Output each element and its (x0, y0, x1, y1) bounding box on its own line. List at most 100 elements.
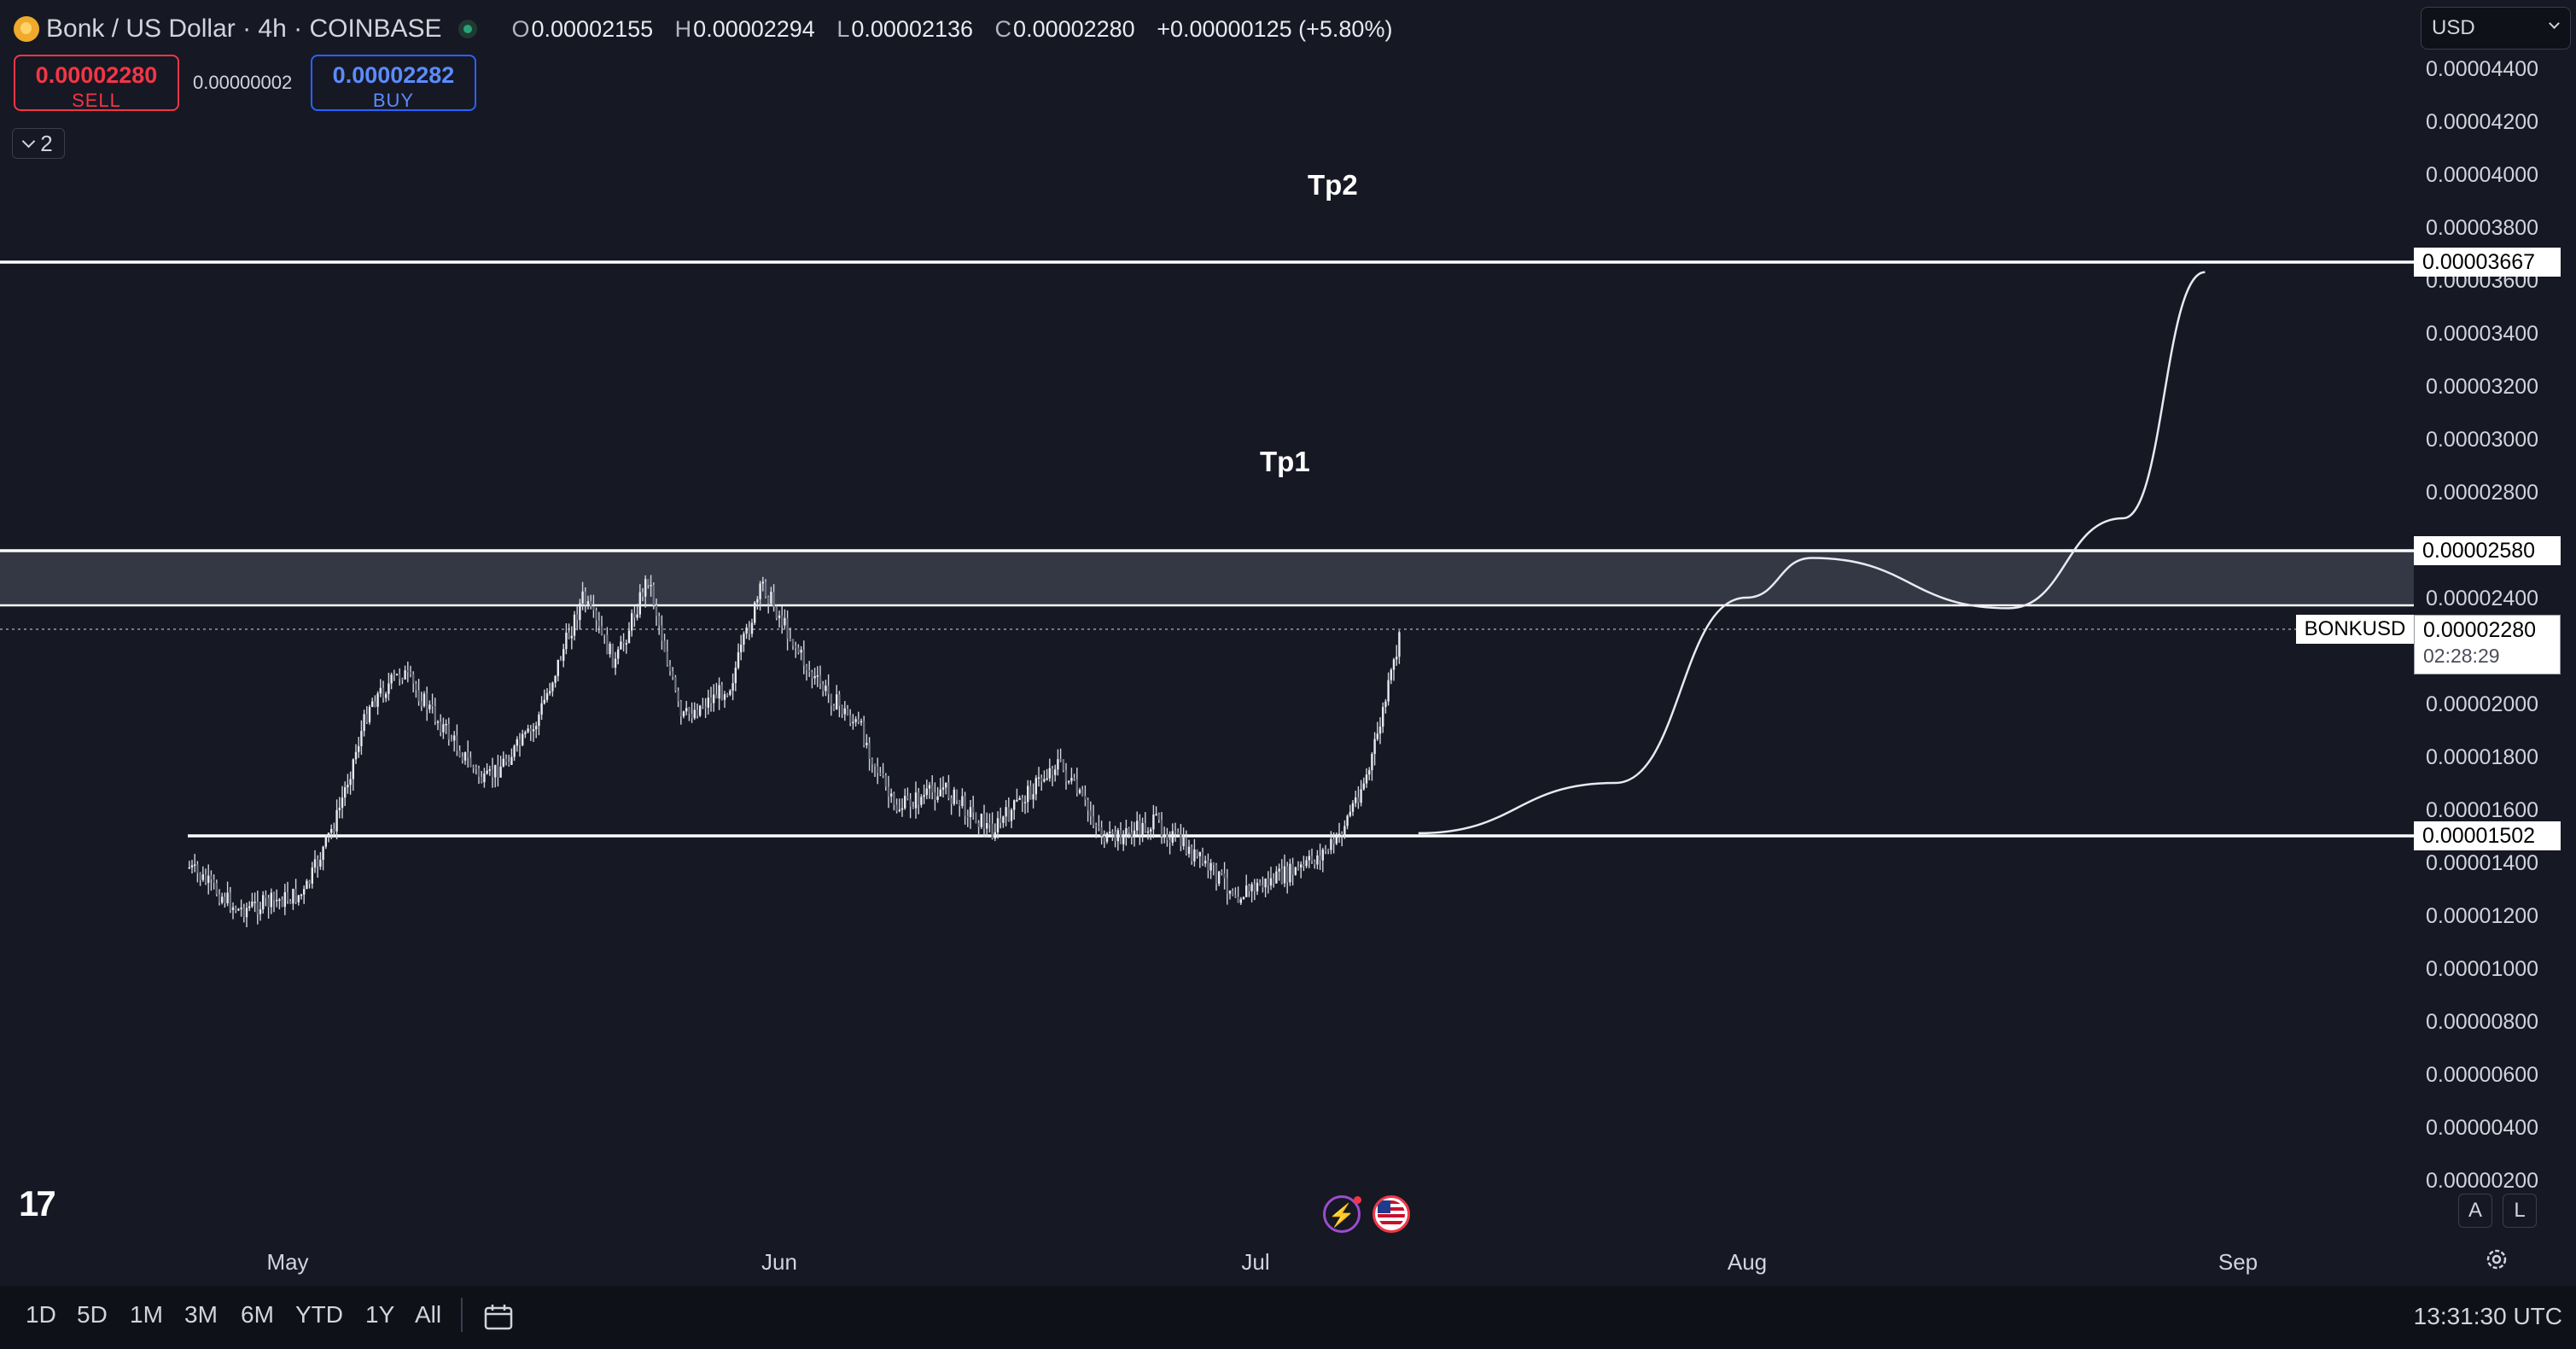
last-price-value: 0.00002280 (2423, 618, 2537, 642)
candle-body (1286, 866, 1289, 883)
candle-body (1095, 825, 1098, 827)
range-1y[interactable]: 1Y (365, 1301, 395, 1328)
candle-body (920, 797, 923, 805)
candle-body (502, 758, 504, 767)
symbol-title[interactable]: Bonk / US Dollar · 4h · COINBASE (46, 15, 442, 43)
candle-body (1130, 832, 1133, 838)
annotation-tp2[interactable]: Tp2 (1308, 169, 1358, 201)
candle-body (813, 675, 816, 679)
us-flag-icon[interactable] (1373, 1195, 1410, 1233)
candle-body (986, 822, 988, 829)
candle-body (975, 812, 977, 823)
symbol-header[interactable]: Bonk / US Dollar · 4h · COINBASE O0.0000… (14, 9, 1392, 50)
candle-body (456, 735, 458, 751)
candle-body (1365, 774, 1368, 784)
candle-body (1226, 878, 1228, 894)
x-tick-label: Aug (1728, 1249, 1767, 1275)
candle-body (570, 635, 573, 639)
tradingview-logo[interactable]: 17 (19, 1183, 56, 1223)
candle-body (590, 600, 592, 607)
utc-clock[interactable]: 13:31:30 UTC (2413, 1303, 2562, 1329)
candle-body (1139, 820, 1141, 835)
candle-body (385, 693, 388, 698)
auto-scale-button[interactable]: A (2458, 1194, 2492, 1228)
candle-body (1062, 759, 1064, 771)
range-5d[interactable]: 5D (77, 1301, 108, 1328)
y-tick-label: 0.00000200 (2426, 1169, 2538, 1193)
candle-body (317, 859, 319, 867)
candle-body (682, 711, 685, 717)
candle-body (1084, 795, 1087, 800)
price-tag-mid[interactable]: 0.00002580 (2414, 536, 2561, 565)
candle-body (306, 880, 308, 890)
price-tag-low[interactable]: 0.00001502 (2414, 821, 2561, 850)
candle-body (1027, 785, 1029, 803)
candle-body (868, 742, 871, 759)
candle-body (819, 675, 822, 685)
candle-body (1032, 794, 1034, 800)
candle-body (229, 892, 231, 910)
candle-body (1300, 864, 1303, 868)
price-chart[interactable]: 0.00004400 0.00004200 0.00004000 0.00003800… (0, 0, 2576, 1286)
candle-body (816, 675, 819, 677)
y-tick-label: 0.00004000 (2426, 163, 2538, 187)
candle-body (224, 896, 226, 904)
candle-body (912, 806, 914, 809)
candle-body (1289, 863, 1291, 883)
candle-body (488, 769, 491, 771)
time-axis[interactable]: May Jun Jul Aug Sep (266, 1249, 2258, 1275)
candle-body (1250, 884, 1253, 891)
y-tick-label: 0.00001600 (2426, 798, 2538, 822)
range-all[interactable]: All (415, 1301, 442, 1328)
price-axis[interactable]: 0.00004400 0.00004200 0.00004000 0.00003800… (2426, 57, 2538, 1193)
indicators-toggle[interactable]: 2 (12, 128, 65, 159)
range-1d[interactable]: 1D (26, 1301, 56, 1328)
candle-body (731, 683, 734, 691)
candle-body (504, 758, 508, 762)
candle-body (442, 724, 445, 733)
range-ytd[interactable]: YTD (295, 1301, 343, 1328)
currency-select[interactable]: USD (2421, 7, 2571, 50)
candle-body (297, 895, 300, 902)
candle-body (1018, 797, 1021, 800)
candle-body (996, 818, 1000, 832)
candle-body (527, 728, 529, 733)
settings-gear-icon[interactable] (2484, 1247, 2509, 1272)
candle-body (1068, 780, 1070, 783)
candle-body (668, 665, 672, 672)
candle-body (947, 782, 950, 798)
candle-body (672, 671, 674, 678)
candle-body (641, 592, 644, 597)
candle-body (1283, 866, 1286, 884)
candle-body (278, 899, 281, 901)
spread-value: 0.00000002 (193, 72, 293, 93)
annotation-tp1[interactable]: Tp1 (1260, 446, 1310, 477)
candle-body (1384, 701, 1387, 708)
candle-body (1000, 818, 1002, 823)
candle-body (863, 721, 865, 745)
market-status-icon[interactable] (458, 20, 478, 38)
candle-body (461, 756, 463, 761)
candle-body (723, 694, 726, 700)
candle-body (1316, 855, 1319, 865)
candle-body (581, 591, 584, 604)
buy-button[interactable]: 0.00002282 BUY (311, 55, 476, 111)
range-6m[interactable]: 6M (241, 1301, 274, 1328)
calendar-icon[interactable] (483, 1303, 514, 1330)
candle-body (756, 599, 759, 603)
ohlc-low-value: 0.00002136 (851, 15, 974, 42)
range-1m[interactable]: 1M (130, 1301, 163, 1328)
log-scale-button[interactable]: L (2503, 1194, 2537, 1228)
candle-body (1043, 779, 1046, 782)
range-3m[interactable]: 3M (184, 1301, 218, 1328)
projection-curve[interactable] (1418, 271, 2206, 835)
candle-body (440, 721, 442, 733)
candle-body (966, 815, 969, 818)
candle-body (417, 690, 420, 702)
price-tag-top[interactable]: 0.00003667 (2414, 248, 2561, 277)
lightning-icon[interactable]: ⚡ (1323, 1195, 1361, 1233)
candle-body (1327, 850, 1330, 851)
candle-body (1125, 827, 1128, 835)
sell-button[interactable]: 0.00002280 SELL (14, 55, 179, 111)
candle-body (1273, 878, 1275, 884)
